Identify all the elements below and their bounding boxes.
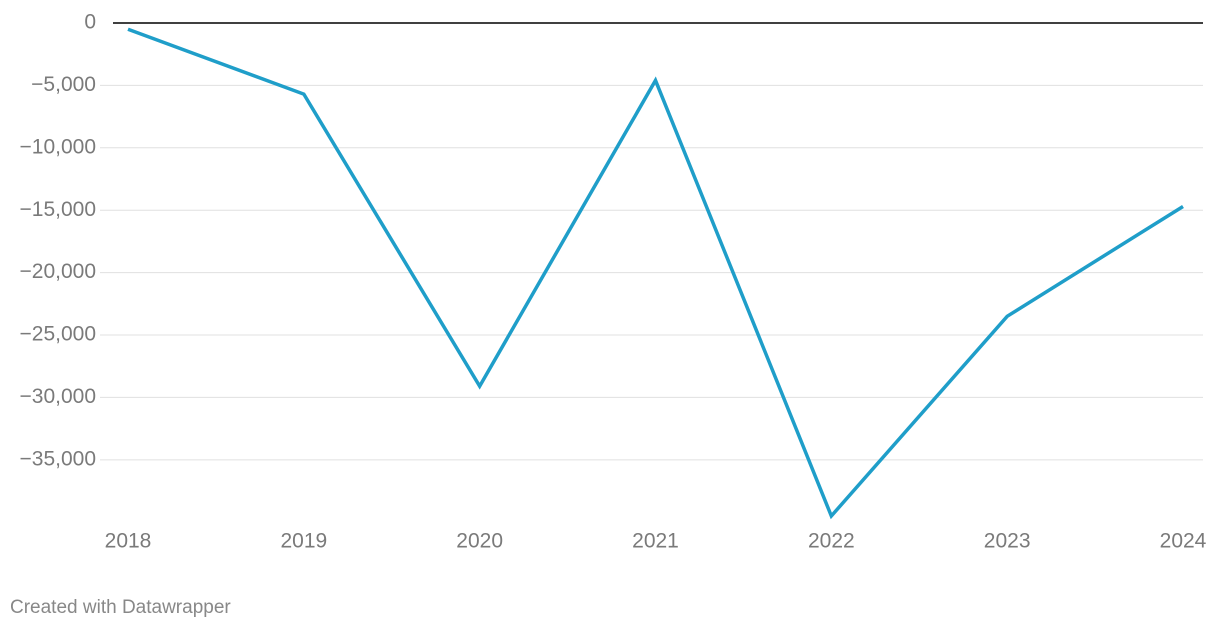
- y-tick-label: −25,000: [20, 323, 97, 346]
- x-tick-label: 2022: [808, 530, 855, 553]
- data-line: [127, 27, 1184, 520]
- footer: Created with Datawrapper: [10, 597, 231, 618]
- x-tick-label: 2023: [984, 530, 1031, 553]
- y-tick-label: −15,000: [20, 198, 97, 221]
- y-tick-label: 0: [84, 11, 96, 34]
- x-tick-label: 2021: [632, 530, 679, 553]
- y-tick-label: −30,000: [20, 385, 97, 408]
- x-tick-label: 2020: [456, 530, 503, 553]
- y-tick-label: −35,000: [20, 447, 97, 470]
- x-tick-label: 2018: [105, 530, 152, 553]
- x-tick-label: 2019: [280, 530, 327, 553]
- y-tick-label: −5,000: [31, 73, 96, 96]
- x-tick-label: 2024: [1160, 530, 1207, 553]
- y-tick-label: −10,000: [20, 135, 97, 158]
- y-tick-label: −20,000: [20, 260, 97, 283]
